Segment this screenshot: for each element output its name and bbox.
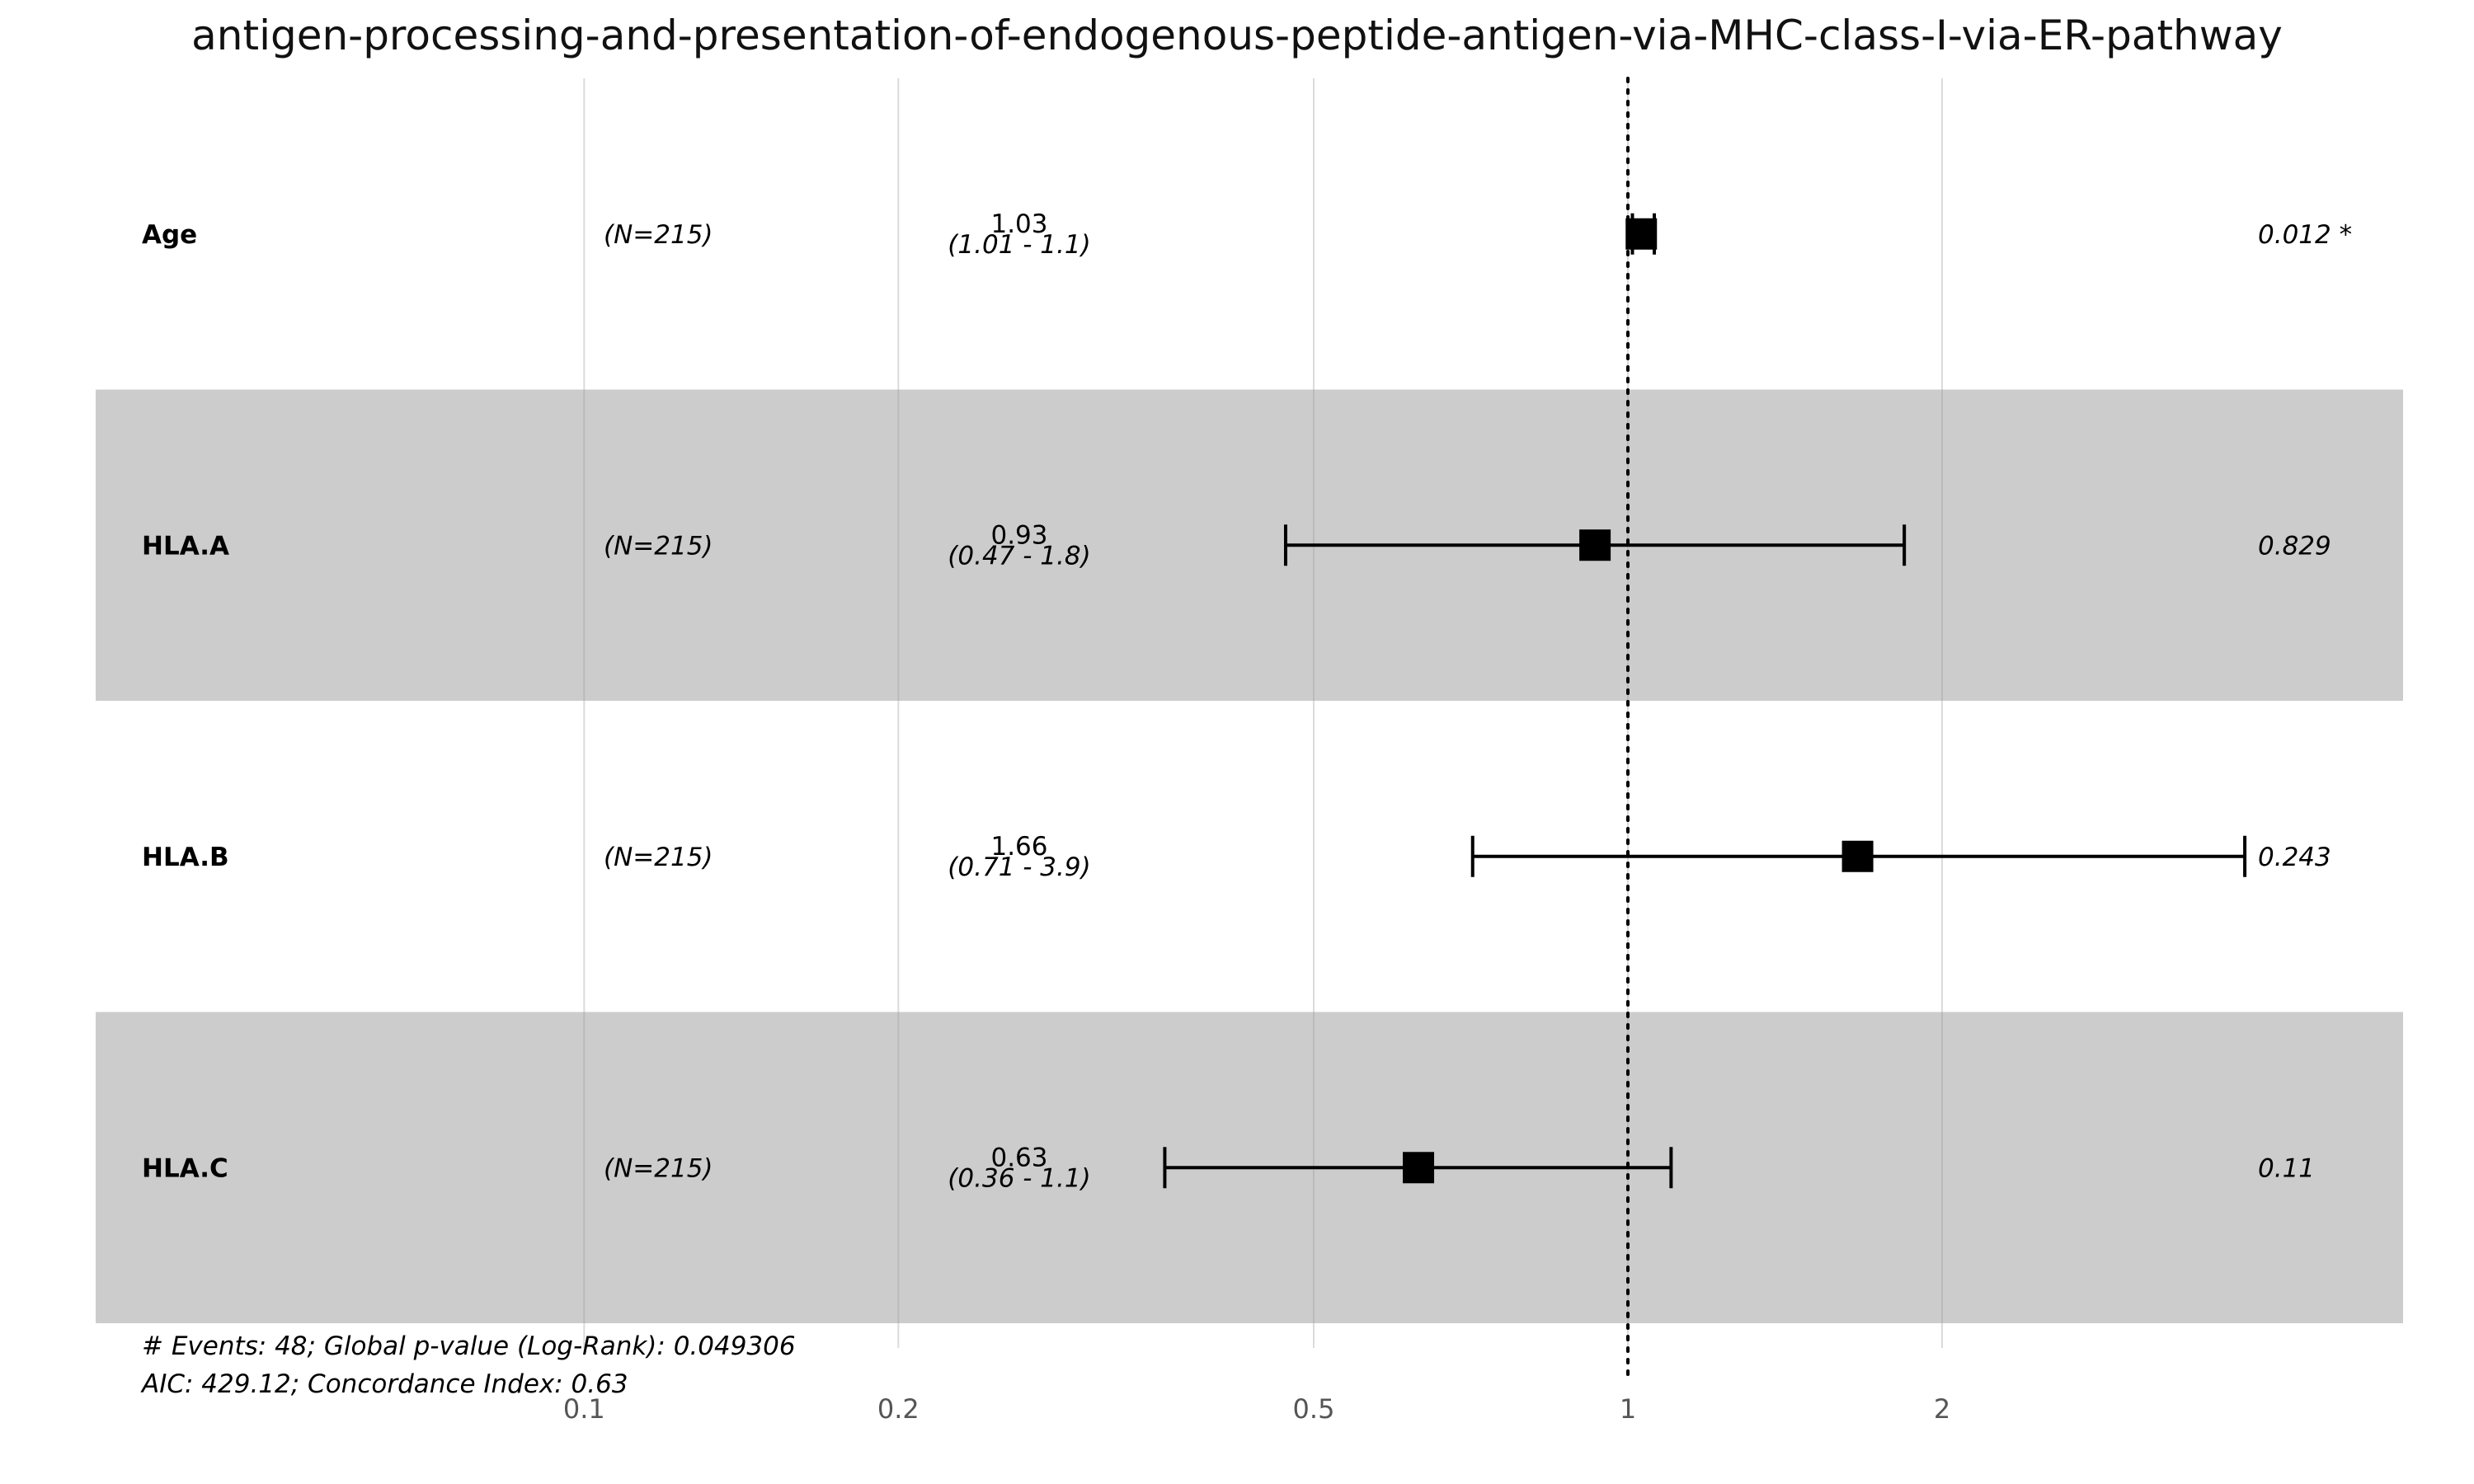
variable-label: HLA.C bbox=[142, 1153, 228, 1183]
hr-point-marker bbox=[1841, 840, 1874, 872]
hr-label: 0.93 bbox=[990, 520, 1047, 550]
chart-title: antigen-processing-and-presentation-of-e… bbox=[191, 12, 2283, 59]
n-label: (N=215) bbox=[604, 531, 713, 561]
footer-annotation: # Events: 48; Global p-value (Log-Rank):… bbox=[142, 1331, 796, 1361]
ci-label: (1.01 - 1.1) bbox=[948, 230, 1090, 260]
x-tick-label: 0.1 bbox=[563, 1393, 605, 1425]
x-tick-label: 0.5 bbox=[1293, 1393, 1335, 1425]
forest-row: Age (N=215) 1.03(1.01 - 1.1) 0.012 * bbox=[142, 209, 2352, 260]
hr-label: 1.03 bbox=[990, 209, 1047, 239]
n-label: (N=215) bbox=[604, 843, 713, 872]
variable-label: HLA.B bbox=[142, 843, 229, 872]
forest-row: HLA.C (N=215) 0.63(0.36 - 1.1) 0.11 bbox=[142, 1143, 2315, 1193]
ci-label: (0.36 - 1.1) bbox=[948, 1163, 1090, 1193]
ci-label: (0.71 - 3.9) bbox=[948, 852, 1090, 882]
n-label: (N=215) bbox=[604, 220, 713, 250]
p-value-label: 0.11 bbox=[2258, 1153, 2315, 1183]
forest-row: HLA.A (N=215) 0.93(0.47 - 1.8) 0.829 bbox=[142, 520, 2331, 571]
hr-point-marker bbox=[1579, 529, 1611, 561]
hr-point-marker bbox=[1625, 218, 1658, 250]
ci-label: (0.47 - 1.8) bbox=[948, 541, 1090, 571]
n-label: (N=215) bbox=[604, 1153, 713, 1183]
p-value-label: 0.829 bbox=[2258, 531, 2331, 561]
variable-label: Age bbox=[142, 220, 197, 250]
hr-label: 0.63 bbox=[990, 1143, 1047, 1172]
x-tick-label: 1 bbox=[1620, 1393, 1636, 1425]
hr-point-marker bbox=[1403, 1152, 1435, 1184]
x-tick-label: 2 bbox=[1934, 1393, 1950, 1425]
hr-label: 1.66 bbox=[990, 832, 1047, 862]
variable-label: HLA.A bbox=[142, 531, 229, 561]
p-value-label: 0.012 * bbox=[2258, 220, 2352, 250]
x-tick-label: 0.2 bbox=[877, 1393, 920, 1425]
footer-annotation: AIC: 429.12; Concordance Index: 0.63 bbox=[140, 1369, 628, 1399]
p-value-label: 0.243 bbox=[2258, 843, 2331, 872]
row-band-hla-a bbox=[96, 389, 2403, 701]
forest-row: HLA.B (N=215) 1.66(0.71 - 3.9) 0.243 bbox=[142, 832, 2331, 882]
